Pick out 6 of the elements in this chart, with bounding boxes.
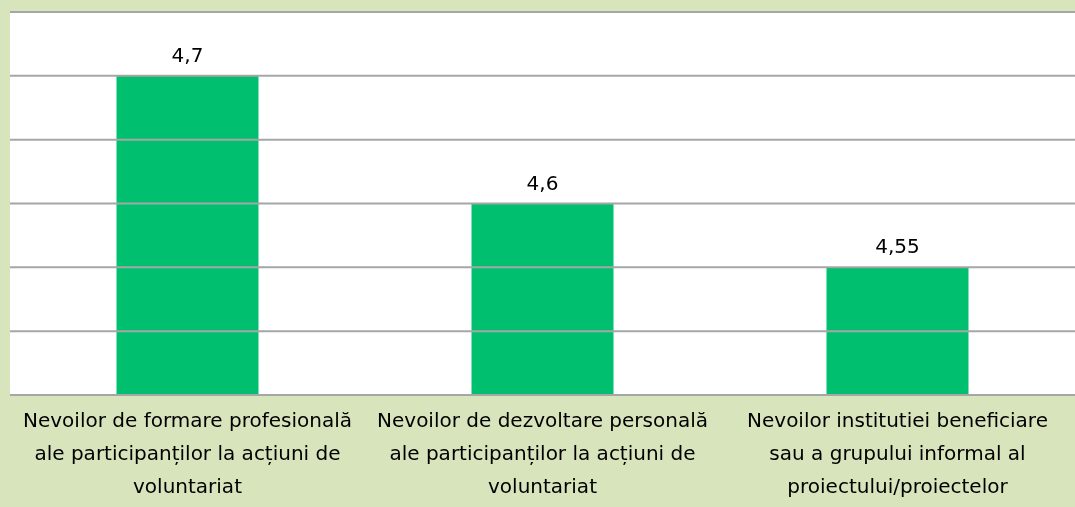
data-label: 4,7 [171,42,204,67]
x-tick-label: Nevoilor institutiei beneficiare sau a grupului informal al proiectului/proiectelor [747,408,1048,498]
x-tick-label: Nevoilor de dezvoltare personală ale participanților la acțiuni de voluntariat [377,408,708,498]
data-label: 4,6 [526,170,559,195]
data-label: 4,55 [875,234,920,259]
x-tick-label: Nevoilor de formare profesională ale participanților la acțiuni de voluntariat [23,408,352,498]
